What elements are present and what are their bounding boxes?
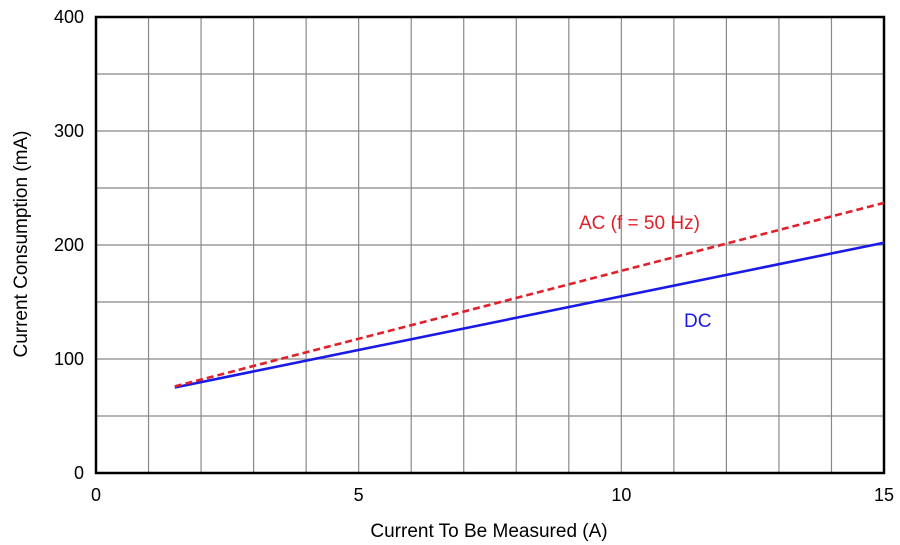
x-tick-label: 15 — [874, 485, 894, 505]
series-lines — [174, 201, 885, 389]
series-label-dc: DC — [684, 311, 711, 332]
grid — [96, 17, 884, 473]
y-tick-label: 200 — [54, 235, 84, 255]
series-line-ac — [174, 201, 885, 388]
y-tick-label: 100 — [54, 349, 84, 369]
x-tick-label: 5 — [354, 485, 364, 505]
y-axis-ticks: 0 100 200 300 400 — [54, 7, 84, 483]
x-axis-ticks: 0 5 10 15 — [91, 485, 894, 505]
y-tick-label: 0 — [74, 463, 84, 483]
y-tick-label: 400 — [54, 7, 84, 27]
y-tick-label: 300 — [54, 121, 84, 141]
x-tick-label: 0 — [91, 485, 101, 505]
series-line-dc — [174, 241, 885, 389]
x-tick-label: 10 — [611, 485, 631, 505]
y-axis-label: Current Consumption (mA) — [11, 130, 32, 357]
series-label-ac: AC (f = 50 Hz) — [579, 213, 700, 234]
plot-frame — [94, 15, 886, 475]
x-axis-label: Current To Be Measured (A) — [370, 521, 607, 542]
